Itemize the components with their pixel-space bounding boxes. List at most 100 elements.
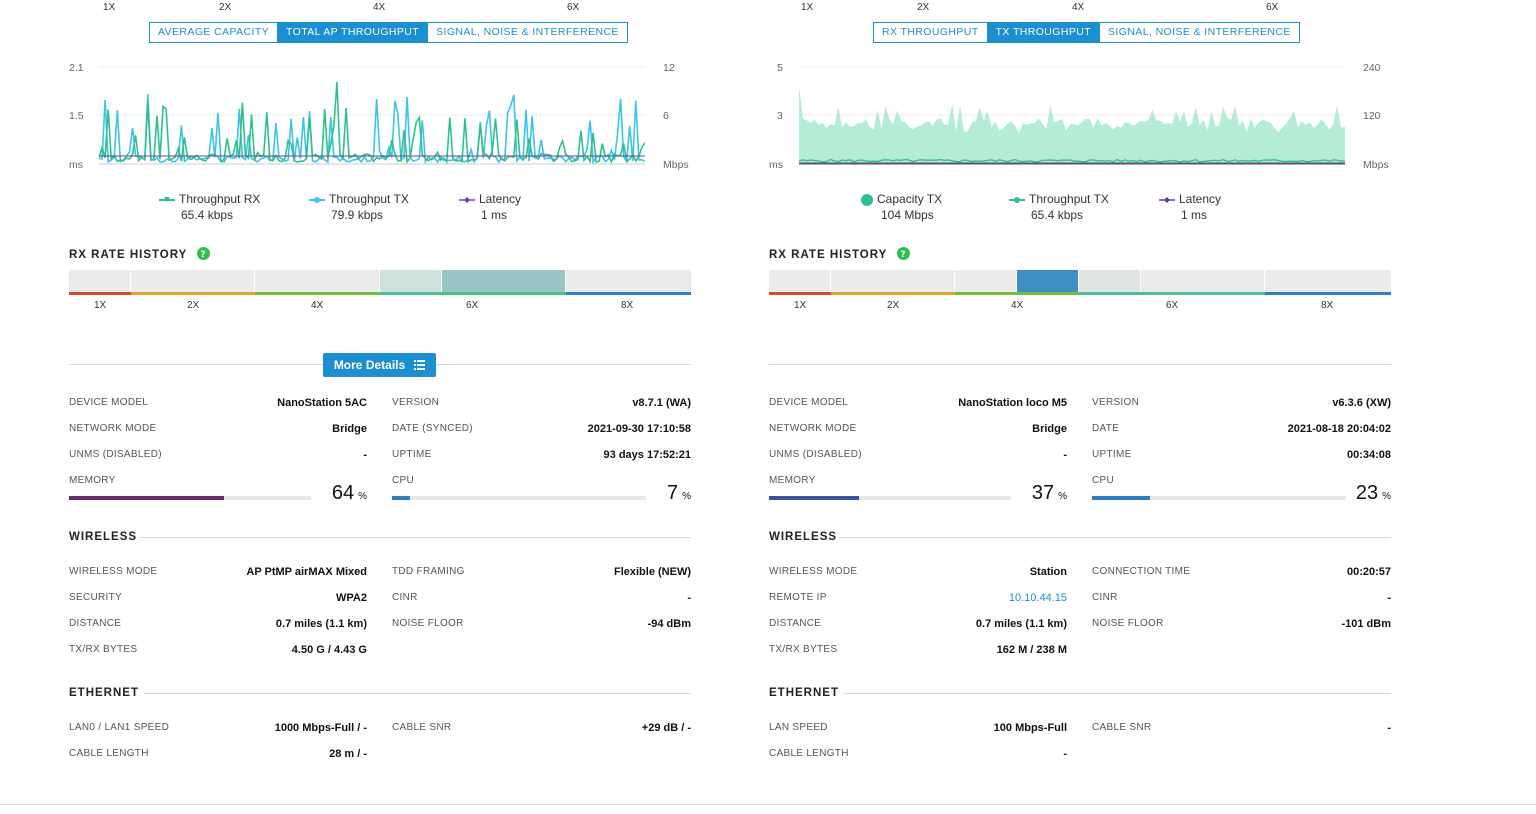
y-left-unit: ms <box>769 159 783 171</box>
device-panel-left: 1X 2X 4X 6X AVERAGE CAPACITY TOTAL AP TH… <box>69 0 691 800</box>
y-right-tick: 120 <box>1363 110 1381 122</box>
device-panel-right: 1X 2X 4X 6X RX THROUGHPUT TX THROUGHPUT … <box>769 0 1391 800</box>
cable-snr-label: CABLE SNR <box>1092 722 1152 733</box>
lan-speed-label: LAN SPEED <box>769 722 828 733</box>
rx-label: 4X <box>311 300 324 311</box>
cpu-meter <box>392 496 646 500</box>
legend-capacity-marker <box>861 193 873 206</box>
tab-tx-throughput[interactable]: TX THROUGHPUT <box>987 23 1101 42</box>
txrx-bytes-label: TX/RX BYTES <box>69 644 138 655</box>
legend-label: Throughput RX <box>179 192 261 206</box>
cable-length-label: CABLE LENGTH <box>69 748 149 759</box>
version-value: v6.3.6 (XW) <box>1332 397 1391 409</box>
tab-rx-throughput[interactable]: RX THROUGHPUT <box>874 23 988 42</box>
tab-signal-noise[interactable]: SIGNAL, NOISE & INTERFERENCE <box>436 26 619 38</box>
lan-speed-label: LAN0 / LAN1 SPEED <box>69 722 170 733</box>
help-icon[interactable]: ? <box>197 247 211 260</box>
cinr-value: - <box>1387 592 1391 604</box>
version-label: VERSION <box>392 397 440 408</box>
legend-label: Latency <box>479 192 522 206</box>
rx-color-line <box>1079 292 1265 295</box>
tx-throughput-chart <box>799 66 1345 165</box>
tab-signal-noise[interactable]: SIGNAL, NOISE & INTERFERENCE <box>1108 26 1291 38</box>
more-details-button[interactable]: More Details <box>323 353 436 377</box>
rx-label: 1X <box>94 300 107 311</box>
legend-value: 65.4 kbps <box>1031 208 1084 222</box>
legend-latency[interactable]: Latency 1 ms <box>1159 192 1221 222</box>
noise-floor-value: -94 dBm <box>647 618 691 630</box>
lan-speed-value: 100 Mbps-Full <box>993 722 1067 734</box>
series-capacity-tx <box>799 86 1345 164</box>
help-icon[interactable]: ? <box>897 247 911 260</box>
rx-segment <box>380 270 441 292</box>
percent-unit: % <box>1382 491 1391 502</box>
rate-label: 1X <box>103 2 116 13</box>
legend-throughput-rx[interactable]: Throughput RX 65.4 kbps <box>159 192 260 222</box>
rx-color-line <box>131 292 255 295</box>
uptime-value: 93 days 17:52:21 <box>603 449 691 461</box>
distance-value: 0.7 miles (1.1 km) <box>975 618 1067 630</box>
unms-value: - <box>1063 449 1067 461</box>
cable-length-value: 28 m / - <box>329 748 367 760</box>
rx-rate-history-bar <box>69 270 691 295</box>
cpu-meter-fill <box>392 496 410 500</box>
unms-value: - <box>363 449 367 461</box>
y-right-tick: 12 <box>663 62 675 74</box>
cinr-value: - <box>687 592 691 604</box>
rate-label: 2X <box>219 2 232 13</box>
rx-label: 2X <box>887 300 900 311</box>
memory-meter-fill <box>769 496 859 500</box>
memory-percent: 37% <box>1032 482 1067 505</box>
legend-value: 65.4 kbps <box>181 208 234 222</box>
unms-label: UNMS (DISABLED) <box>69 449 162 460</box>
legend-rx-marker <box>159 196 175 202</box>
rx-segment <box>69 270 130 292</box>
rx-color-line <box>566 292 691 295</box>
legend-capacity-tx[interactable]: Capacity TX 104 Mbps <box>861 192 942 222</box>
rx-segment-active <box>1017 270 1078 292</box>
throughput-chart <box>99 66 645 165</box>
rx-segment <box>831 270 954 292</box>
legend-latency-marker <box>459 196 475 203</box>
memory-value: 64 <box>331 482 355 504</box>
series-throughput-tx <box>799 158 1345 163</box>
remote-ip-link[interactable]: 10.10.44.15 <box>1008 592 1067 604</box>
security-value: WPA2 <box>336 592 367 604</box>
legend-throughput-tx[interactable]: Throughput TX 79.9 kbps <box>309 192 409 222</box>
legend-throughput-tx[interactable]: Throughput TX 65.4 kbps <box>1009 192 1109 222</box>
legend-tx-marker <box>1009 196 1025 203</box>
cinr-label: CINR <box>392 592 418 603</box>
memory-label: MEMORY <box>769 475 816 486</box>
rx-segment <box>1141 270 1264 292</box>
date-label: DATE <box>1092 423 1120 434</box>
rx-segment <box>769 270 830 292</box>
rx-label: 6X <box>466 300 479 311</box>
rx-segment <box>955 270 1016 292</box>
uptime-label: UPTIME <box>1092 449 1132 460</box>
device-model-label: DEVICE MODEL <box>769 397 849 408</box>
divider <box>839 537 1391 538</box>
ethernet-title: ETHERNET <box>769 687 839 699</box>
cpu-percent: 7% <box>667 482 691 505</box>
cpu-label: CPU <box>1092 475 1115 486</box>
connection-time-label: CONNECTION TIME <box>1092 566 1191 577</box>
y-right-tick: 6 <box>663 110 669 122</box>
device-model-value: NanoStation loco M5 <box>958 397 1067 409</box>
cable-snr-value: +29 dB / - <box>641 722 691 734</box>
ethernet-title: ETHERNET <box>69 687 139 699</box>
memory-percent: 64% <box>332 482 367 505</box>
uptime-value: 00:34:08 <box>1346 449 1391 461</box>
divider <box>769 364 1391 365</box>
rate-label: 6X <box>1266 2 1279 13</box>
network-mode-label: NETWORK MODE <box>69 423 157 434</box>
network-mode-value: Bridge <box>1032 423 1067 435</box>
tab-average-capacity[interactable]: AVERAGE CAPACITY <box>150 23 279 42</box>
tab-total-ap-throughput[interactable]: TOTAL AP THROUGHPUT <box>278 23 429 42</box>
rx-segment <box>131 270 254 292</box>
svg-text:?: ? <box>901 250 907 260</box>
legend-latency[interactable]: Latency 1 ms <box>459 192 521 222</box>
rx-segment <box>1265 270 1391 292</box>
y-left-tick: 1.5 <box>69 110 84 122</box>
rx-rate-history-title: RX RATE HISTORY ? <box>769 247 911 261</box>
rx-label: 8X <box>1321 300 1334 311</box>
